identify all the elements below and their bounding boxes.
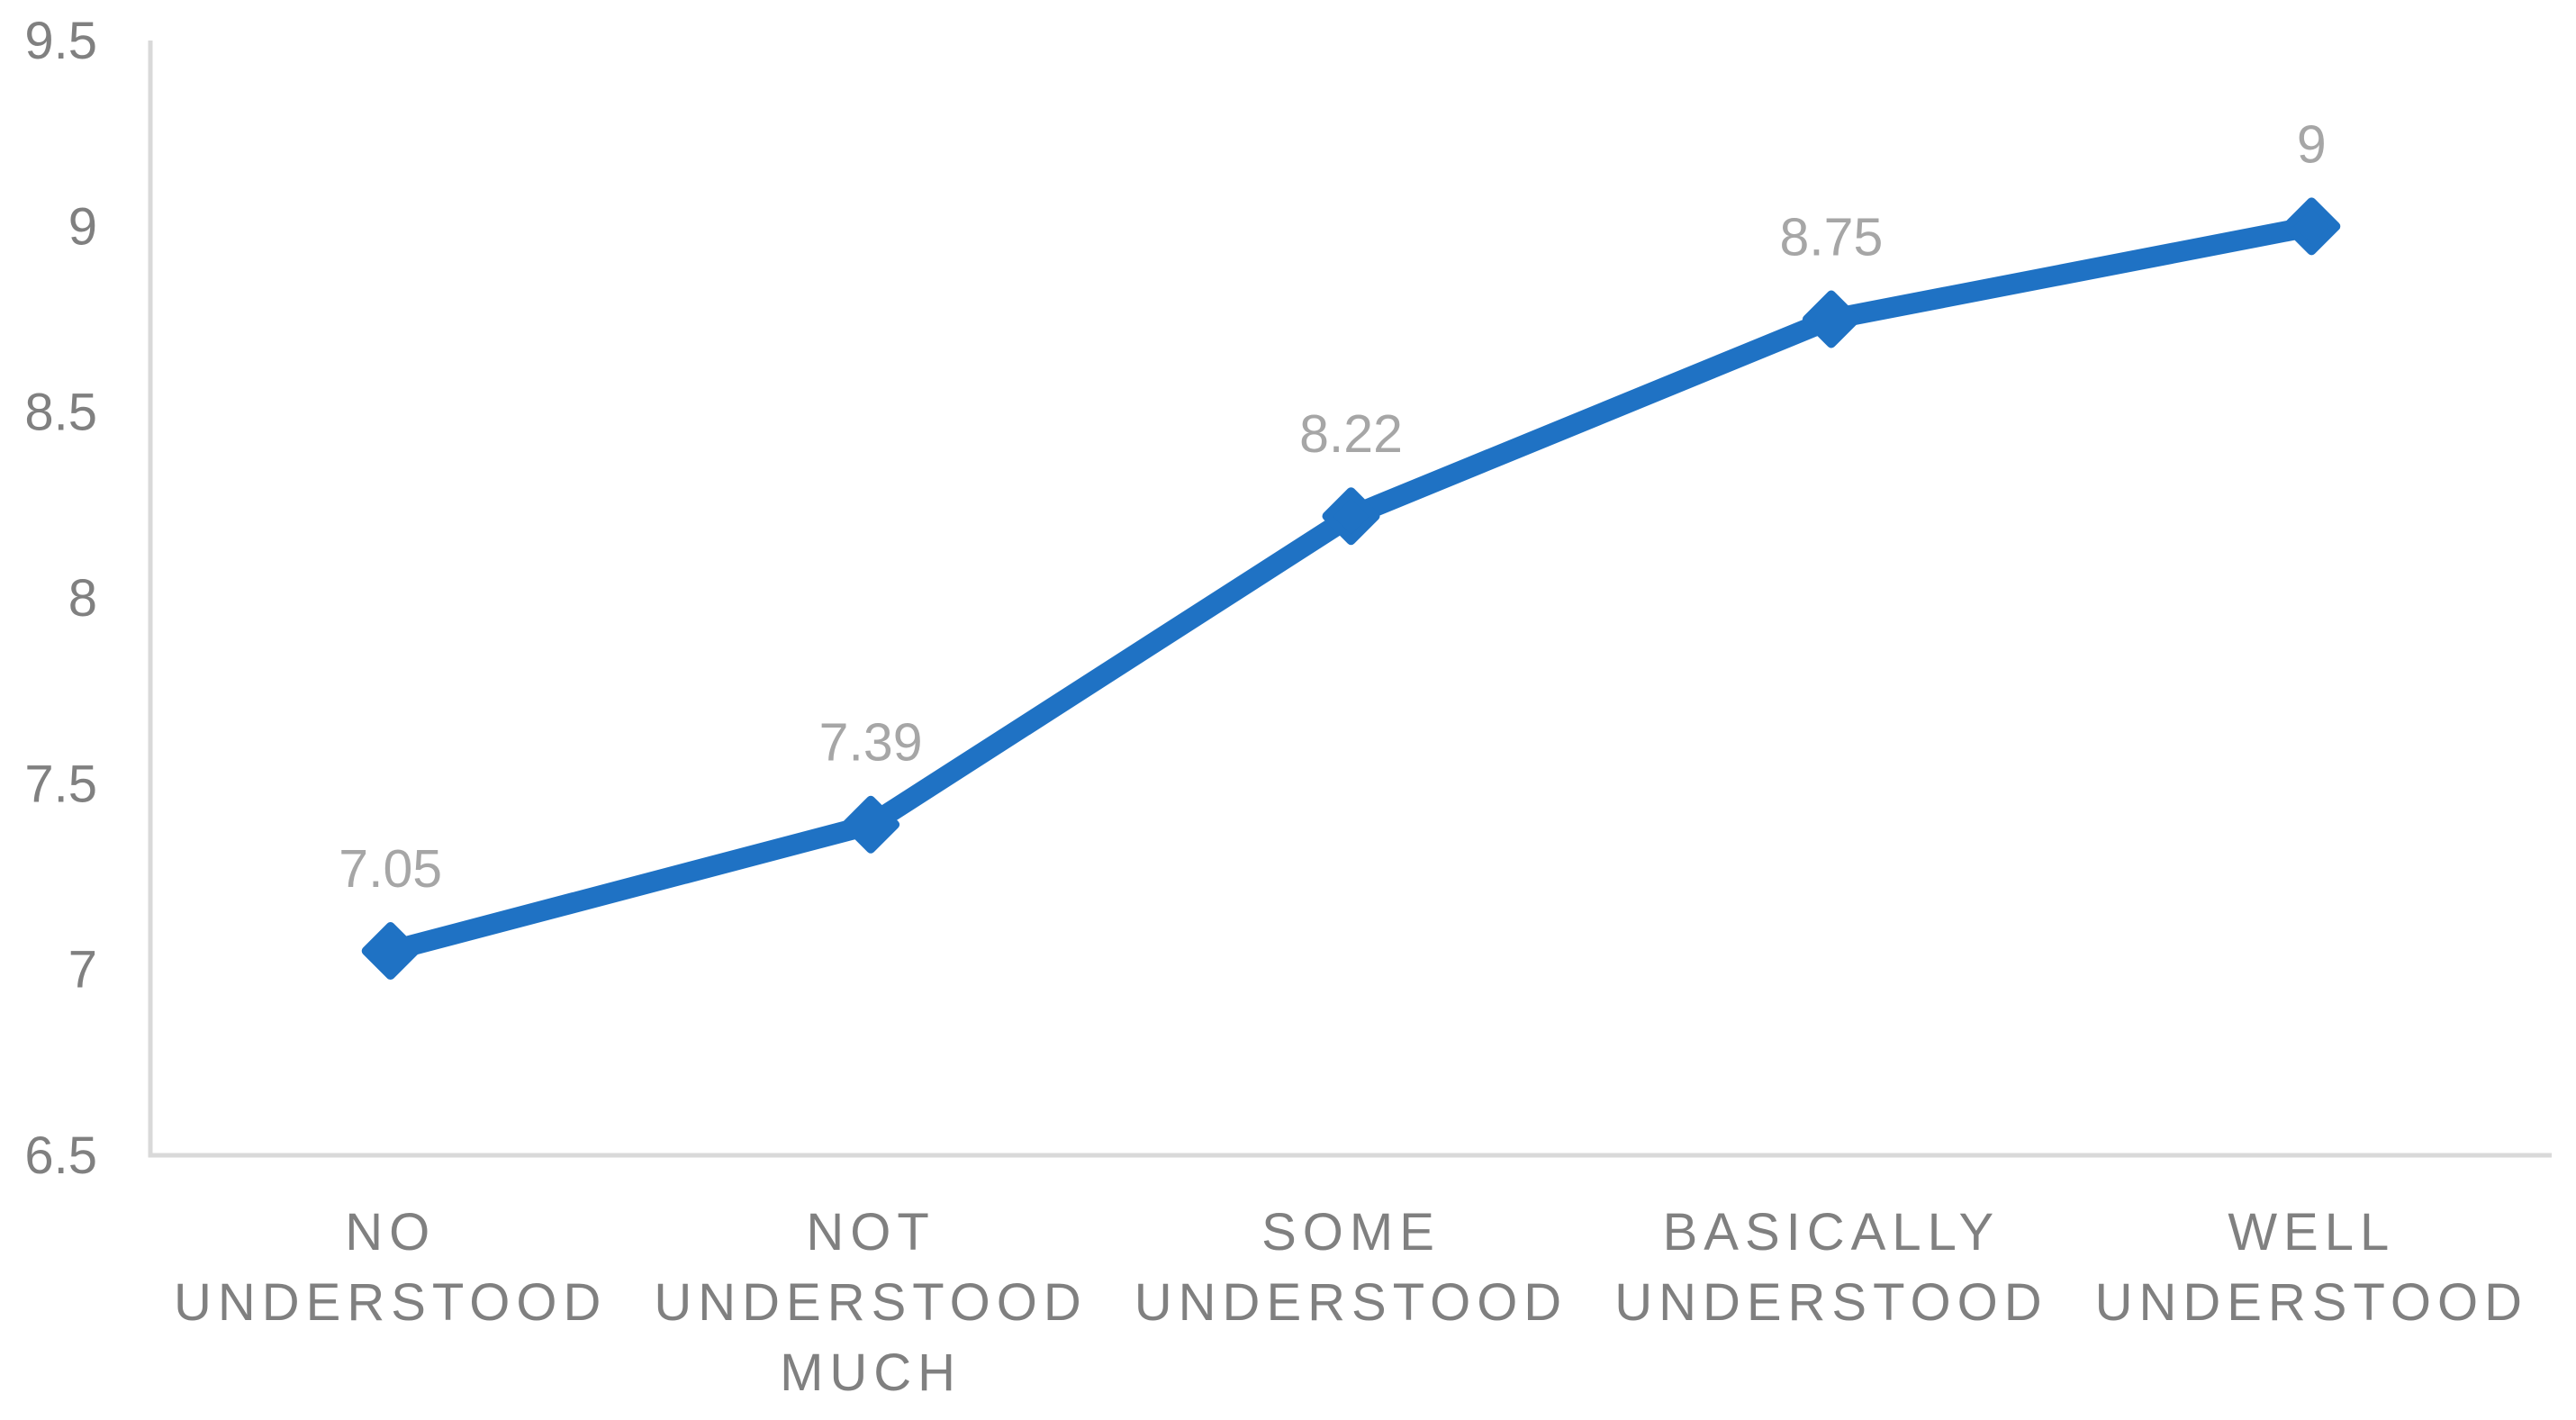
y-axis-tick-label: 7: [68, 941, 97, 999]
x-axis-category-label-line: UNDERSTOOD: [2095, 1273, 2528, 1332]
data-point-label: 8.22: [1299, 404, 1403, 464]
data-point-marker: [1322, 487, 1380, 546]
data-point-label: 9: [2297, 114, 2327, 174]
x-axis-category-label-line: UNDERSTOOD: [1134, 1273, 1568, 1332]
data-point-marker: [842, 795, 900, 854]
data-point-label: 7.05: [339, 839, 442, 899]
x-axis-category-label-line: UNDERSTOOD: [174, 1273, 607, 1332]
x-axis-category-label: WELL UNDERSTOOD: [2095, 1203, 2528, 1332]
y-axis-tick-label: 9: [68, 197, 97, 256]
data-series-line: [380, 215, 2322, 962]
x-axis-category-label-line: UNDERSTOOD: [1614, 1273, 2047, 1332]
y-axis-tick-label: 7.5: [24, 755, 97, 813]
x-axis-category-label: NO UNDERSTOOD: [174, 1203, 607, 1332]
data-points: 7.05 7.39 8.22 8.75 9: [339, 114, 2341, 981]
data-point-marker: [2282, 197, 2341, 256]
data-point-label: 7.39: [819, 713, 923, 773]
data-point-marker: [1802, 290, 1860, 348]
y-axis-tick-labels: 9.5 9 8.5 8 7.5 7 6.5: [24, 12, 97, 1185]
x-axis-category-label-line: NO: [345, 1203, 436, 1262]
y-axis-tick-label: 9.5: [24, 12, 97, 70]
data-point-label: 8.75: [1779, 208, 1883, 267]
x-axis-category-labels: NO UNDERSTOOD NOT UNDERSTOOD MUCH SOME UNDERST…: [174, 1203, 2528, 1402]
y-axis-tick-label: 8: [68, 569, 97, 628]
x-axis-category-label: SOME UNDERSTOOD: [1134, 1203, 1568, 1332]
x-axis-category-label-line: BASICALLY: [1663, 1203, 2001, 1262]
y-axis-tick-label: 8.5: [24, 384, 97, 442]
x-axis-category-label-line: WELL: [2228, 1203, 2395, 1262]
x-axis-category-label-line: NOT: [806, 1203, 935, 1262]
x-axis-category-label-line: SOME: [1261, 1203, 1441, 1262]
x-axis-category-label-line: UNDERSTOOD: [654, 1273, 1087, 1332]
x-axis-category-label: BASICALLY UNDERSTOOD: [1614, 1203, 2047, 1332]
x-axis-category-label: NOT UNDERSTOOD MUCH: [654, 1203, 1087, 1402]
y-axis-tick-label: 6.5: [24, 1126, 97, 1185]
data-point-marker: [361, 922, 420, 981]
x-axis-category-label-line: MUCH: [780, 1343, 962, 1402]
